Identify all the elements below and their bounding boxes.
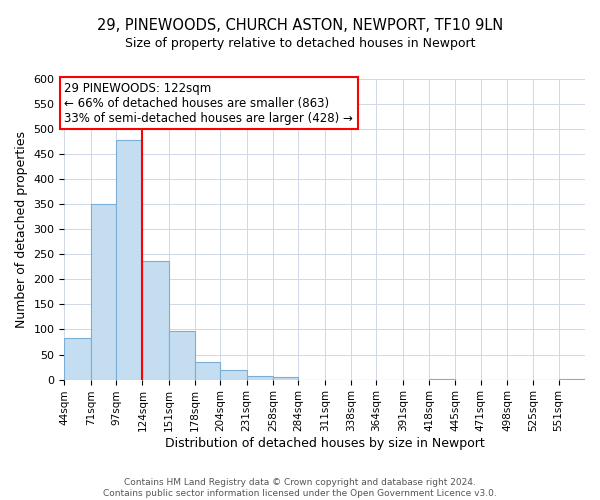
Bar	[429, 379, 455, 380]
X-axis label: Distribution of detached houses by size in Newport: Distribution of detached houses by size …	[165, 437, 485, 450]
Bar	[220, 370, 247, 380]
Bar	[64, 338, 91, 380]
Bar	[91, 204, 116, 380]
Text: Contains HM Land Registry data © Crown copyright and database right 2024.
Contai: Contains HM Land Registry data © Crown c…	[103, 478, 497, 498]
Text: 29, PINEWOODS, CHURCH ASTON, NEWPORT, TF10 9LN: 29, PINEWOODS, CHURCH ASTON, NEWPORT, TF…	[97, 18, 503, 32]
Text: 29 PINEWOODS: 122sqm
← 66% of detached houses are smaller (863)
33% of semi-deta: 29 PINEWOODS: 122sqm ← 66% of detached h…	[64, 82, 353, 124]
Bar	[195, 362, 220, 380]
Y-axis label: Number of detached properties: Number of detached properties	[15, 131, 28, 328]
Bar	[247, 376, 273, 380]
Text: Size of property relative to detached houses in Newport: Size of property relative to detached ho…	[125, 38, 475, 51]
Bar	[169, 331, 195, 380]
Bar	[559, 379, 585, 380]
Bar	[116, 140, 142, 380]
Bar	[142, 262, 169, 380]
Bar	[273, 377, 298, 380]
